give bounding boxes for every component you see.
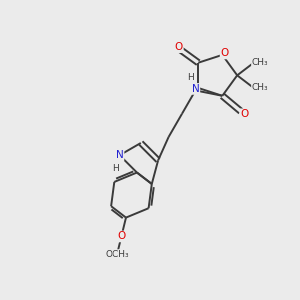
Text: OCH₃: OCH₃ <box>105 250 129 259</box>
Text: O: O <box>240 109 249 119</box>
Text: O: O <box>220 48 229 59</box>
Text: CH₃: CH₃ <box>252 58 268 67</box>
Text: O: O <box>175 42 183 52</box>
Text: CH₃: CH₃ <box>252 83 268 92</box>
Text: N: N <box>116 150 124 160</box>
Text: N: N <box>192 84 199 94</box>
Text: O: O <box>117 232 125 242</box>
Text: H: H <box>112 164 119 173</box>
Text: H: H <box>187 74 194 82</box>
